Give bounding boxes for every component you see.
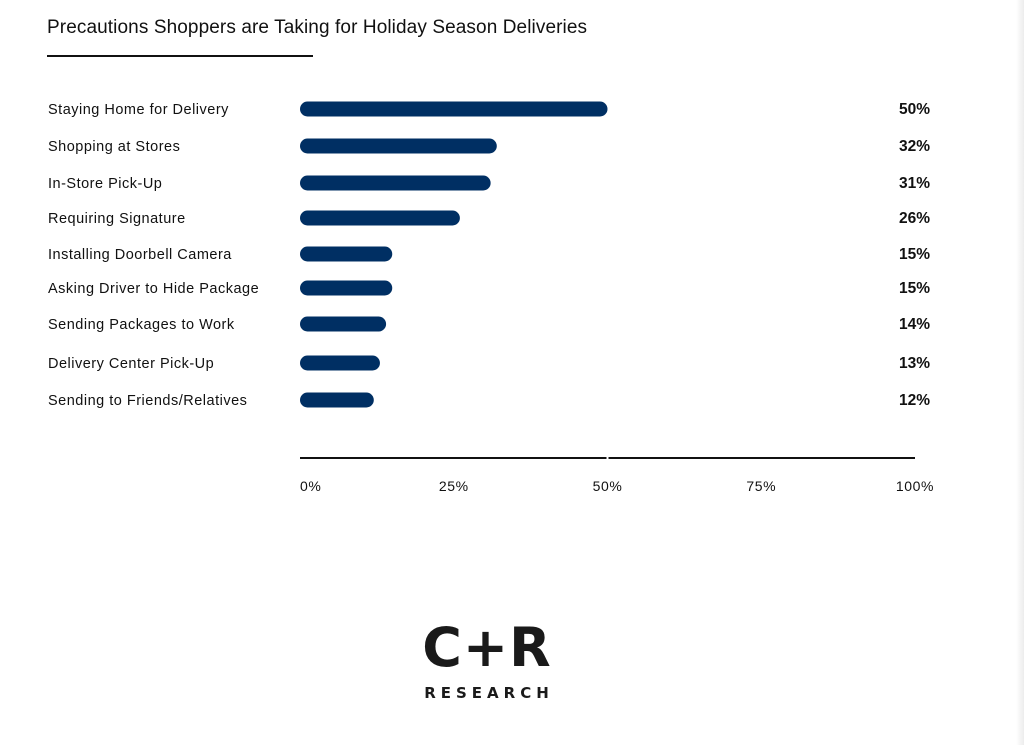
category-label: Asking Driver to Hide Package: [48, 281, 259, 297]
category-label: Sending Packages to Work: [48, 317, 235, 333]
chart-title: Precautions Shoppers are Taking for Holi…: [47, 17, 588, 38]
value-label: 50%: [899, 101, 930, 118]
value-label: 31%: [899, 175, 930, 192]
bar-chart: Staying Home for Delivery 50% Shopping at …: [48, 101, 934, 494]
category-label: Staying Home for Delivery: [48, 102, 229, 118]
company-logo: C+R RESEARCH: [406, 618, 568, 708]
x-tick-label: 50%: [593, 478, 623, 494]
value-label: 13%: [899, 355, 930, 372]
bar: [300, 175, 491, 191]
value-label: 15%: [899, 280, 930, 297]
category-label: Installing Doorbell Camera: [48, 247, 232, 263]
bar: [300, 392, 374, 408]
bar: [300, 210, 460, 226]
x-tick-label: 75%: [746, 478, 776, 494]
value-label: 14%: [899, 316, 930, 333]
category-label: Delivery Center Pick-Up: [48, 356, 214, 372]
logo-mark: C+R: [422, 616, 552, 679]
x-tick-label: 100%: [896, 478, 934, 494]
bar: [300, 138, 497, 154]
bar: [300, 355, 380, 371]
x-tick-label: 25%: [439, 478, 469, 494]
category-label: Shopping at Stores: [48, 139, 180, 155]
bar: [300, 246, 393, 262]
value-label: 26%: [899, 210, 930, 227]
title-underline: [47, 55, 313, 57]
category-label: Requiring Signature: [48, 211, 186, 227]
category-label: Sending to Friends/Relatives: [48, 393, 247, 409]
value-label: 12%: [899, 392, 930, 409]
category-label: In-Store Pick-Up: [48, 176, 162, 192]
value-label: 32%: [899, 138, 930, 155]
bar: [300, 101, 608, 117]
page-edge-shadow: [1016, 0, 1024, 745]
bar: [300, 280, 393, 296]
x-tick-label: 0%: [300, 478, 321, 494]
bar: [300, 316, 387, 332]
logo-subtitle: RESEARCH: [424, 684, 554, 702]
value-label: 15%: [899, 246, 930, 263]
